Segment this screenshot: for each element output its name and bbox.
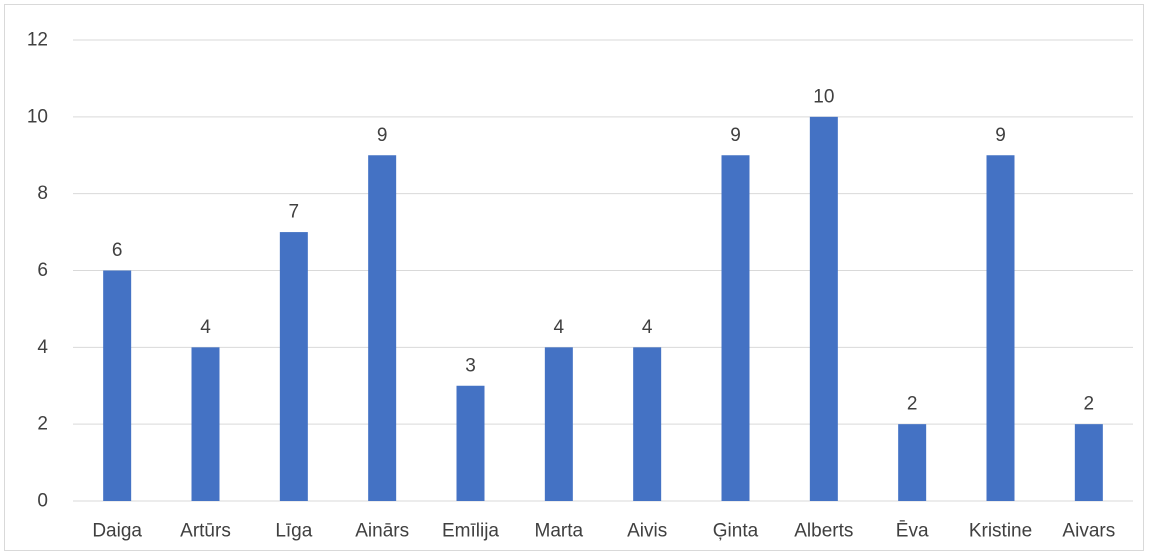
x-tick-label: Līga — [275, 521, 312, 542]
data-label: 4 — [554, 317, 565, 338]
data-labels: 6 4 7 9 3 4 4 9 10 2 9 2 — [112, 86, 1094, 414]
y-tick-label: 8 — [37, 183, 48, 204]
bar-Aivars — [1074, 424, 1103, 501]
bar-Alberts — [809, 116, 838, 501]
data-label: 10 — [813, 86, 834, 107]
data-label: 7 — [289, 202, 300, 223]
bar-Daiga — [103, 270, 132, 501]
x-tick-label: Daiga — [92, 521, 142, 542]
x-tick-label: Artūrs — [180, 521, 231, 542]
bar-Ģinta — [721, 155, 750, 501]
y-tick-label: 6 — [37, 260, 48, 281]
y-tick-label: 12 — [27, 30, 48, 51]
x-tick-label: Ainārs — [355, 521, 409, 542]
x-tick-label: Aivars — [1062, 521, 1115, 542]
x-tick-label: Kristine — [969, 521, 1032, 542]
y-tick-label: 2 — [37, 414, 48, 435]
bar-Aivis — [633, 347, 662, 501]
data-label: 2 — [907, 394, 918, 415]
bar-Artūrs — [191, 347, 220, 501]
data-label: 2 — [1084, 394, 1095, 415]
y-tick-label: 0 — [37, 491, 48, 512]
x-axis-labels: Daiga Artūrs Līga Ainārs Emīlija Marta Aivis Ģi… — [92, 521, 1115, 542]
data-label: 4 — [642, 317, 653, 338]
x-tick-label: Ēva — [896, 521, 929, 542]
gridlines — [73, 39, 1133, 502]
bar-Ainārs — [368, 155, 397, 501]
y-tick-label: 4 — [37, 337, 48, 358]
data-label: 6 — [112, 240, 123, 261]
bar-Ēva — [898, 424, 927, 501]
x-tick-label: Alberts — [794, 521, 853, 542]
data-label: 9 — [730, 125, 741, 146]
data-label: 9 — [377, 125, 388, 146]
data-label: 9 — [995, 125, 1006, 146]
bar-Kristine — [986, 155, 1015, 501]
x-tick-label: Emīlija — [442, 521, 499, 542]
data-label: 3 — [465, 355, 476, 376]
x-tick-label: Ģinta — [713, 521, 759, 542]
bars — [103, 116, 1103, 502]
y-axis-ticks: 0 2 4 6 8 10 12 — [27, 30, 49, 512]
x-tick-label: Marta — [535, 521, 584, 542]
data-label: 4 — [200, 317, 211, 338]
bar-Emīlija — [456, 385, 485, 501]
bar-Līga — [279, 232, 308, 502]
y-tick-label: 10 — [27, 106, 48, 127]
x-tick-label: Aivis — [627, 521, 667, 542]
bar-Marta — [544, 347, 573, 501]
